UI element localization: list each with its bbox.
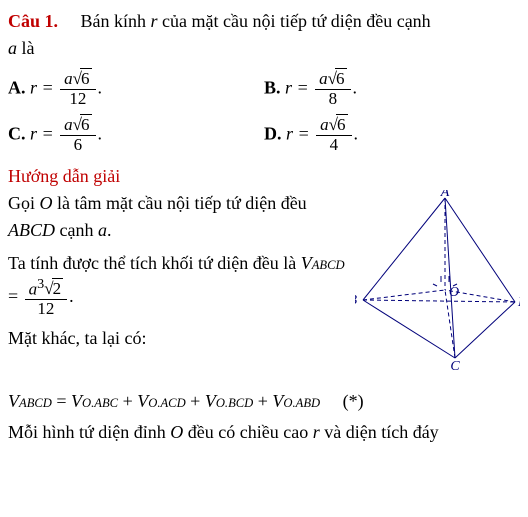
- choice-c-num-root: 6: [80, 114, 92, 134]
- solution-line-2: Ta tính được thể tích khối tứ diện đều l…: [8, 250, 349, 319]
- s2-frac: a32 12: [25, 277, 67, 319]
- choice-d-lhs: r =: [286, 124, 314, 144]
- q-var-a: a: [8, 38, 17, 58]
- q-text-2: của mặt cầu nội tiếp tứ diện đều cạnh: [158, 11, 431, 31]
- question-number: Câu 1.: [8, 11, 58, 31]
- s2: Ta tính được thể tích khối tứ diện đều l…: [8, 253, 301, 273]
- s2-sub: ABCD: [312, 258, 345, 272]
- label-C: C: [450, 359, 460, 370]
- choice-a-den: 12: [60, 90, 95, 109]
- choice-a: A. r = a6 12.: [8, 70, 264, 108]
- choice-b-den: 8: [315, 90, 350, 109]
- eq-V2: V: [137, 391, 148, 411]
- choice-d: D. r = a6 4.: [264, 116, 520, 154]
- choice-c-label: C.: [8, 124, 26, 144]
- label-D: D: [517, 295, 520, 310]
- s1e: cạnh: [55, 220, 98, 240]
- s4c: đều có chiều cao: [183, 422, 312, 442]
- s2-V: V: [301, 253, 312, 273]
- choice-b-tail: .: [353, 77, 358, 97]
- eq-V4: V: [272, 391, 283, 411]
- choice-b-frac: a6 8: [315, 70, 350, 108]
- solution-line-4: Mỗi hình tứ diện đỉnh O đều có chiều cao…: [8, 419, 520, 446]
- q-text-1: Bán kính: [81, 11, 151, 31]
- choice-b-num-root: 6: [335, 68, 347, 88]
- volume-equation: VABCD = VO.ABC + VO.ACD + VO.BCD + VO.AB…: [8, 388, 520, 415]
- eq-V1: V: [71, 391, 82, 411]
- eq-sub1: O.ABC: [82, 396, 118, 410]
- eq-sub4: O.ABD: [283, 396, 320, 410]
- choice-c-lhs: r =: [30, 124, 58, 144]
- choice-d-den: 4: [316, 136, 351, 155]
- eq-star: (*): [343, 391, 364, 411]
- choice-c-num-a: a: [64, 115, 73, 134]
- q-var-r: r: [151, 11, 158, 31]
- choice-d-num-a: a: [320, 115, 329, 134]
- solution-line-1: Gọi O là tâm mặt cầu nội tiếp tứ diện đề…: [8, 190, 349, 244]
- s2-tail: .: [69, 286, 74, 306]
- choice-b-label: B.: [264, 77, 281, 97]
- choices-row-1: A. r = a612. B. r = a68.: [8, 70, 520, 108]
- choice-d-label: D.: [264, 124, 282, 144]
- s1c: là tâm mặt cầu nội tiếp tứ diện đều: [53, 193, 307, 213]
- s1d: ABCD: [8, 220, 55, 240]
- eq-V3: V: [205, 391, 216, 411]
- label-A: A: [440, 190, 450, 200]
- s1a: Gọi: [8, 193, 40, 213]
- choice-a-num-a: a: [64, 69, 73, 88]
- eq-eq: =: [52, 391, 71, 411]
- choice-c-tail: .: [98, 124, 103, 144]
- s2-den: 12: [25, 300, 67, 319]
- choice-c-den: 6: [60, 136, 95, 155]
- choice-c-frac: a66: [60, 116, 95, 154]
- solution-heading: Hướng dẫn giải: [8, 163, 520, 190]
- label-B: B: [355, 293, 357, 308]
- choice-b-lhs: r =: [285, 77, 313, 97]
- choice-b-num-a: a: [319, 69, 328, 88]
- tetrahedron-diagram: A B C D O: [355, 190, 520, 378]
- choice-d-tail: .: [354, 124, 359, 144]
- s2-num-a: a: [29, 279, 38, 298]
- choice-a-label: A.: [8, 77, 26, 97]
- label-O: O: [449, 285, 459, 300]
- solution-body: Gọi O là tâm mặt cầu nội tiếp tứ diện đề…: [8, 190, 520, 378]
- choice-b: B. r = a6 8.: [264, 70, 520, 108]
- s4e: và diện tích đáy: [320, 422, 439, 442]
- q-text-3: là: [17, 38, 35, 58]
- eq-V0: V: [8, 391, 19, 411]
- choice-a-lhs: r =: [30, 77, 58, 97]
- eq-sub3: O.BCD: [216, 396, 253, 410]
- tetrahedron-svg: A B C D O: [355, 190, 520, 370]
- eq-p2: +: [186, 391, 205, 411]
- eq-sub0: ABCD: [19, 396, 52, 410]
- eq-p1: +: [118, 391, 137, 411]
- solution-line-3: Mặt khác, ta lại có:: [8, 325, 349, 352]
- s2-eq: =: [8, 286, 23, 306]
- s4a: Mỗi hình tứ diện đỉnh: [8, 422, 170, 442]
- choice-c: C. r = a66.: [8, 116, 264, 154]
- choice-a-num-root: 6: [80, 68, 92, 88]
- eq-p3: +: [253, 391, 272, 411]
- choice-d-num-root: 6: [336, 114, 348, 134]
- s1g: .: [107, 220, 112, 240]
- s2-num-root: 2: [52, 278, 64, 298]
- choices-row-2: C. r = a66. D. r = a64.: [8, 116, 520, 154]
- question-block: Câu 1. Bán kính r của mặt cầu nội tiếp t…: [8, 8, 520, 62]
- choice-a-frac: a6 12: [60, 70, 95, 108]
- choice-a-tail: .: [98, 77, 103, 97]
- s2-num-exp: 3: [37, 276, 44, 292]
- s4b: O: [170, 422, 183, 442]
- s1f: a: [98, 220, 107, 240]
- s4d: r: [313, 422, 320, 442]
- choice-d-frac: a6 4: [316, 116, 351, 154]
- eq-sub2: O.ACD: [148, 396, 185, 410]
- s1b: O: [40, 193, 53, 213]
- solution-text: Gọi O là tâm mặt cầu nội tiếp tứ diện đề…: [8, 190, 355, 352]
